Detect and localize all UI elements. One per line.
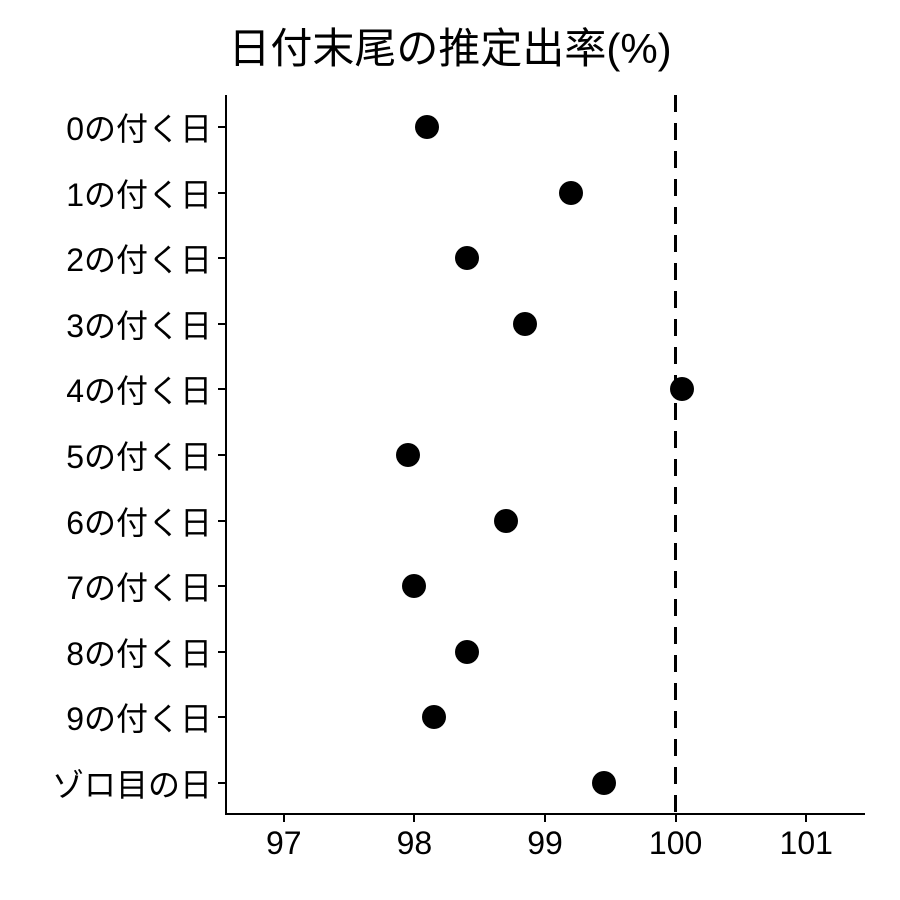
x-tick bbox=[283, 815, 285, 822]
y-axis-label: 8の付く日 bbox=[66, 629, 212, 675]
y-axis-label: 0の付く日 bbox=[66, 104, 212, 150]
data-point bbox=[513, 312, 537, 336]
y-tick bbox=[218, 454, 225, 456]
y-axis-label: 6の付く日 bbox=[66, 498, 212, 544]
plot-area bbox=[225, 95, 865, 815]
data-point bbox=[415, 115, 439, 139]
y-axis-label: 2の付く日 bbox=[66, 235, 212, 281]
y-axis-label: 5の付く日 bbox=[66, 432, 212, 478]
x-axis-label: 99 bbox=[527, 825, 563, 862]
data-point bbox=[592, 771, 616, 795]
y-axis-label: 9の付く日 bbox=[66, 694, 212, 740]
chart-title: 日付末尾の推定出率(%) bbox=[0, 15, 900, 76]
y-tick bbox=[218, 585, 225, 587]
x-axis-label: 100 bbox=[649, 825, 702, 862]
chart-container: 日付末尾の推定出率(%) 0の付く日 1の付く日 2の付く日 3の付く日 4の付く日 5の… bbox=[0, 0, 900, 900]
y-tick bbox=[218, 126, 225, 128]
y-tick bbox=[218, 651, 225, 653]
x-tick bbox=[413, 815, 415, 822]
y-axis-label: 4の付く日 bbox=[66, 366, 212, 412]
y-axis-label: 3の付く日 bbox=[66, 301, 212, 347]
data-point bbox=[422, 705, 446, 729]
y-tick bbox=[218, 716, 225, 718]
y-tick bbox=[218, 323, 225, 325]
data-point bbox=[559, 181, 583, 205]
y-axis-label: ゾロ目の日 bbox=[52, 760, 212, 806]
data-point bbox=[396, 443, 420, 467]
y-tick bbox=[218, 192, 225, 194]
data-point bbox=[670, 377, 694, 401]
x-axis-label: 101 bbox=[780, 825, 833, 862]
y-tick bbox=[218, 782, 225, 784]
data-point bbox=[402, 574, 426, 598]
y-axis-label: 1の付く日 bbox=[66, 170, 212, 216]
data-point bbox=[494, 509, 518, 533]
y-tick bbox=[218, 520, 225, 522]
x-axis-label: 98 bbox=[397, 825, 433, 862]
data-point bbox=[455, 246, 479, 270]
x-tick bbox=[805, 815, 807, 822]
data-point bbox=[455, 640, 479, 664]
y-tick bbox=[218, 388, 225, 390]
x-tick bbox=[544, 815, 546, 822]
x-axis-label: 97 bbox=[266, 825, 302, 862]
x-tick bbox=[675, 815, 677, 822]
y-tick bbox=[218, 257, 225, 259]
y-axis-label: 7の付く日 bbox=[66, 563, 212, 609]
